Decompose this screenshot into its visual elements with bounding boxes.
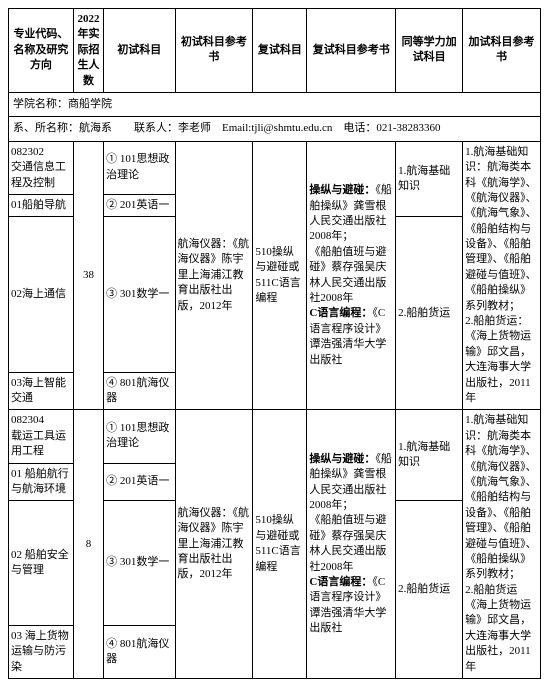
enroll-cell: 38 [73,141,103,410]
hdr-primary-subj: 初试科目 [104,9,175,93]
primary-subj-cell: ③ 301数学一 [104,501,175,626]
equiv-cell: 1.航海基础知识 [396,410,463,501]
retest-ref-label2: C语言编程： [309,307,372,319]
equiv-cell: 2.船舶货运 [396,501,463,679]
major-code-cell: 082304 载运工具运用工程 [9,410,74,463]
hdr-retest-subj: 复试科目 [253,9,307,93]
hdr-retest-ref: 复试科目参考书 [307,9,396,93]
retest-ref-cell: 操纵与避碰：《船舶操纵》龚雪根人民交通出版社2008年； 《船舶值班与避碰》蔡存… [307,141,396,410]
admissions-table: 专业代码、名称及研究方向 2022年实际招生人数 初试科目 初试科目参考书 复试… [8,8,541,679]
email-value: tjli@shmtu.edu.cn [251,122,332,134]
direction-cell: 01船舶导航 [9,194,74,216]
retest-ref-label: 操纵与避碰： [309,184,375,196]
equiv-cell: 1.航海基础知识 [396,141,463,217]
retest-subj-cell: 510操纵与避碰或511C语言编程 [253,410,307,679]
dept-label: 系、所名称： [13,122,79,134]
primary-ref-cell: 航海仪器：《航海仪器》陈宇里上海浦江教育出版社出版，2012年 [175,410,253,679]
major-code-cell: 082302 交通信息工程及控制 [9,141,74,194]
direction-cell: 03海上智能交通 [9,372,74,410]
school-row: 学院名称：商船学院 [9,92,541,116]
primary-subj-cell: ② 201英语一 [104,194,175,216]
enroll-cell: 8 [73,410,103,679]
hdr-code: 专业代码、名称及研究方向 [9,9,74,93]
direction-cell: 02海上通信 [9,217,74,372]
email-label: Email: [222,122,251,134]
header-row: 专业代码、名称及研究方向 2022年实际招生人数 初试科目 初试科目参考书 复试… [9,9,541,93]
retest-ref-label: 操纵与避碰： [309,453,375,465]
extra-ref-cell: 1.航海基础知识：航海类本科《航海学》、《航海仪器》、《航海气象》、《船舶结构与… [463,410,541,679]
table-row: 082304 载运工具运用工程 8 ① 101思想政治理论 航海仪器：《航海仪器… [9,410,541,463]
phone-value: 021-38283360 [376,122,440,134]
school-label: 学院名称： [13,98,68,110]
direction-cell: 02 船舶安全与管理 [9,501,74,626]
contact-name: 李老师 [178,122,211,134]
retest-subj-cell: 510操纵与避碰或511C语言编程 [253,141,307,410]
equiv-cell: 2.船舶货运 [396,217,463,410]
primary-subj-cell: ④ 801航海仪器 [104,372,175,410]
hdr-equiv: 同等学力加试科目 [396,9,463,93]
hdr-enroll: 2022年实际招生人数 [73,9,103,93]
retest-ref-label2: C语言编程： [309,576,372,588]
retest-ref-body: 《船舶操纵》龚雪根人民交通出版社2008年； 《船舶值班与避碰》蔡存强吴庆林人民… [309,184,392,304]
table-row: 082302 交通信息工程及控制 38 ① 101思想政治理论 航海仪器：《航海… [9,141,541,194]
direction-cell: 01 船舶航行与航海环境 [9,463,74,501]
phone-label: 电话： [343,122,376,134]
primary-subj-cell: ② 201英语一 [104,463,175,501]
primary-subj-cell: ④ 801航海仪器 [104,625,175,678]
primary-subj-cell: ① 101思想政治理论 [104,141,175,194]
hdr-extra-ref: 加试科目参考书 [463,9,541,93]
direction-cell: 03 海上货物运输与防污染 [9,625,74,678]
primary-subj-cell: ① 101思想政治理论 [104,410,175,463]
school-name: 商船学院 [68,98,112,110]
primary-ref-cell: 航海仪器：《航海仪器》陈宇里上海浦江教育出版社出版，2012年 [175,141,253,410]
dept-name: 航海系 [79,122,112,134]
contact-label: 联系人： [134,122,178,134]
extra-ref-cell: 1.航海基础知识：航海类本科《航海学》、《航海仪器》、《航海气象》、《船舶结构与… [463,141,541,410]
primary-subj-cell: ③ 301数学一 [104,217,175,372]
dept-row: 系、所名称：航海系 联系人：李老师 Email:tjli@shmtu.edu.c… [9,117,541,141]
hdr-primary-ref: 初试科目参考书 [175,9,253,93]
retest-ref-body: 《船舶操纵》龚雪根人民交通出版社2008年； 《船舶值班与避碰》蔡存强吴庆林人民… [309,453,392,573]
retest-ref-cell: 操纵与避碰：《船舶操纵》龚雪根人民交通出版社2008年； 《船舶值班与避碰》蔡存… [307,410,396,679]
